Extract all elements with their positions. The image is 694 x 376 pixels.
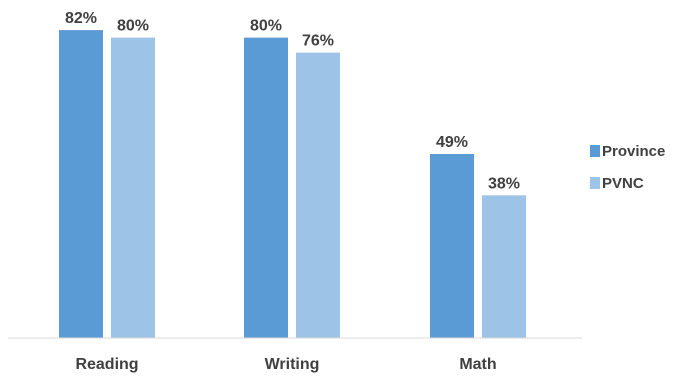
category-label-reading: Reading (75, 356, 138, 373)
value-label-pvnc-math: 38% (488, 175, 520, 192)
bar-province-reading (59, 30, 103, 339)
legend: Province PVNC (590, 143, 665, 192)
legend-label-province: Province (602, 143, 665, 160)
legend-swatch-province (590, 145, 600, 157)
category-label-writing: Writing (265, 356, 320, 373)
bar-province-writing (244, 37, 288, 338)
category-labels-group: Reading Writing Math (75, 356, 496, 373)
bar-pvnc-reading (111, 37, 155, 338)
value-label-province-writing: 80% (250, 18, 282, 35)
bar-province-math (430, 154, 474, 338)
value-label-pvnc-reading: 80% (117, 18, 149, 35)
category-label-math: Math (459, 356, 496, 373)
bars-group (59, 30, 526, 339)
value-label-pvnc-writing: 76% (302, 33, 334, 50)
legend-label-pvnc: PVNC (602, 175, 644, 192)
bar-pvnc-writing (296, 52, 340, 339)
value-label-province-math: 49% (436, 134, 468, 151)
legend-swatch-pvnc (590, 177, 600, 189)
value-label-province-reading: 82% (65, 10, 97, 27)
bar-pvnc-math (482, 195, 526, 338)
value-labels-group: 82% 80% 80% 76% 49% 38% (65, 10, 520, 192)
